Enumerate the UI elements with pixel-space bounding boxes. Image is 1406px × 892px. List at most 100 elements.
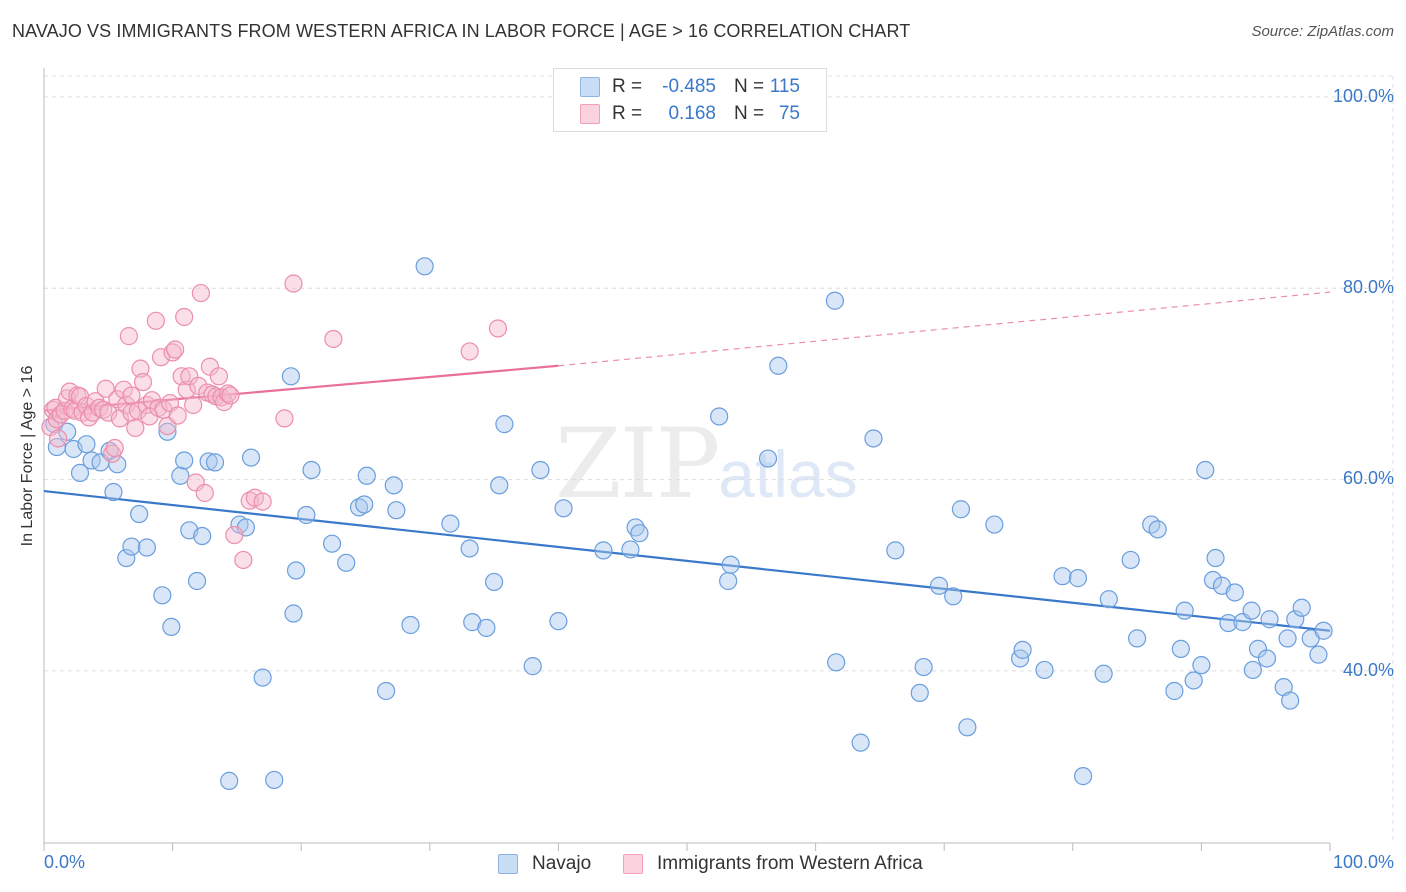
western-africa-point (221, 386, 240, 405)
navajo-point (1099, 590, 1118, 609)
navajo-point (886, 541, 905, 560)
navajo-point (477, 618, 496, 637)
western-africa-point (209, 367, 228, 386)
navajo-point (485, 572, 504, 592)
western-africa-point (225, 525, 244, 545)
navajo-point (1053, 567, 1072, 586)
x-tick-label-max: 100.0% (1332, 852, 1394, 872)
navajo-point (349, 498, 369, 517)
watermark-atlas: atlas (718, 437, 858, 511)
western-africa-point (460, 342, 479, 361)
western-africa-point (324, 329, 343, 349)
chart-axes (43, 68, 1331, 851)
western-africa-point (234, 550, 253, 570)
navajo-point (495, 415, 514, 434)
y-tick-label-80: 80.0% (1342, 277, 1394, 297)
western-africa-point (163, 343, 182, 362)
western-africa-swatch (580, 104, 600, 124)
navajo-point (171, 466, 190, 485)
western-africa-point (253, 492, 272, 511)
navajo-point (122, 537, 141, 556)
navajo-point (205, 453, 225, 472)
navajo-point (297, 505, 316, 525)
navajo-point (1192, 656, 1211, 675)
navajo-point (1035, 660, 1054, 680)
navajo-point (441, 514, 460, 533)
navajo-point (460, 539, 479, 558)
navajo-point (719, 571, 738, 591)
western-africa-point (108, 390, 127, 409)
navajo-point (265, 770, 284, 790)
navajo-point (1242, 601, 1261, 620)
western-africa-point (172, 367, 191, 386)
navajo-point (769, 356, 788, 375)
n-label: N = (734, 103, 765, 124)
western-africa-point (189, 376, 208, 395)
navajo-point (825, 291, 844, 310)
navajo-point (1257, 649, 1277, 668)
western-africa-point (126, 418, 145, 438)
navajo-point (758, 449, 778, 468)
navajo-point (401, 615, 420, 635)
western-africa-point (131, 359, 150, 378)
navajo-point (851, 733, 870, 752)
navajo-point (137, 538, 156, 557)
western-africa-point (151, 348, 171, 367)
navajo-point (220, 771, 239, 790)
navajo-point (158, 422, 177, 441)
western-africa-point (195, 483, 214, 503)
navajo-point (951, 500, 971, 519)
navajo-point (193, 526, 212, 546)
western-africa-point (49, 429, 68, 448)
navajo-point (77, 435, 96, 454)
navajo-point (985, 515, 1004, 534)
western-africa-point (218, 384, 237, 403)
western-africa-point (184, 395, 203, 415)
western-africa-point (133, 372, 153, 392)
r-label: R = (612, 76, 643, 97)
navajo-point (958, 718, 977, 737)
navajo-point (549, 612, 568, 631)
navajo-point (286, 561, 306, 580)
navajo-point (104, 482, 123, 502)
navajo-point (187, 571, 207, 591)
navajo-point (1094, 664, 1113, 683)
navajo-point (1206, 548, 1225, 568)
navajo-point (355, 495, 374, 514)
x-tick-label-min: 0.0% (44, 852, 86, 872)
y-axis-label: In Labor Force | Age > 16 (19, 365, 36, 547)
stats-row-western-africa: R = 0.168 N = 75 (554, 101, 826, 127)
navajo-point (1314, 621, 1333, 640)
navajo-point (384, 476, 403, 495)
navajo-point (1171, 639, 1190, 659)
navajo-point (929, 576, 949, 595)
navajo-point (281, 367, 301, 386)
navajo-point (944, 587, 963, 606)
navajo-point (1203, 570, 1223, 590)
navajo-point (1281, 691, 1300, 710)
source-credit: Source: ZipAtlas.com (1251, 23, 1394, 40)
navajo-point (827, 653, 846, 672)
navajo-point (1196, 460, 1215, 480)
navajo-point (1243, 660, 1262, 680)
navajo-legend-swatch (498, 854, 518, 874)
legend-label-navajo: Navajo (532, 853, 592, 874)
y-tick-label-60: 60.0% (1342, 468, 1394, 488)
western-africa-point (214, 393, 234, 412)
r-value: 0.168 (668, 103, 716, 124)
watermark-zip: ZIP (555, 408, 720, 520)
navajo-point (710, 407, 729, 426)
chart-title: NAVAJO VS IMMIGRANTS FROM WESTERN AFRICA… (12, 21, 911, 41)
western-africa-point (105, 438, 124, 458)
western-africa-point (175, 307, 194, 327)
navajo-point (1068, 569, 1088, 588)
western-africa-point (146, 311, 165, 330)
navajo-point (1127, 629, 1147, 648)
n-label: N = (734, 76, 765, 97)
western-africa-point (166, 340, 185, 359)
navajo-point (630, 524, 649, 543)
navajo-point (554, 499, 573, 518)
western-africa-point (168, 406, 187, 425)
western-africa-point (96, 379, 115, 398)
